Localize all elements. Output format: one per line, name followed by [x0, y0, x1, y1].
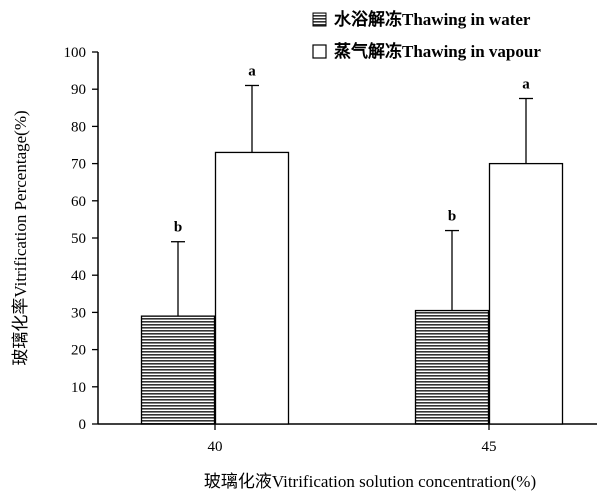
x-tick-label: 40 [208, 439, 223, 455]
error-bars [171, 84, 533, 317]
y-tick-label: 60 [71, 194, 86, 210]
x-ticks: 40 45 [208, 424, 497, 455]
bar [140, 315, 216, 425]
x-axis-title: 玻璃化液Vitrification solution concentration… [204, 472, 536, 491]
y-tick-label: 20 [71, 343, 86, 359]
y-tick-label: 100 [64, 45, 87, 61]
legend: 水浴解冻Thawing in water 蒸气解冻Thawing in vapo… [312, 9, 541, 61]
significance-labels: b a b a [174, 63, 530, 235]
significance-label: a [248, 63, 256, 79]
y-axis-title: 玻璃化率Vitrification Percentage(%) [11, 110, 30, 365]
legend-swatch-vapour [312, 44, 327, 59]
significance-label: b [448, 209, 456, 225]
y-tick-label: 0 [79, 417, 87, 433]
y-tick-label: 50 [71, 231, 86, 247]
bars [140, 151, 564, 425]
legend-swatch-water [312, 12, 327, 27]
y-tick-label: 40 [71, 268, 86, 284]
significance-label: b [174, 220, 182, 236]
x-tick-label: 45 [482, 439, 497, 455]
significance-label: a [522, 77, 530, 93]
legend-label-water: 水浴解冻Thawing in water [334, 9, 531, 29]
y-tick-label: 10 [71, 380, 86, 396]
y-ticks: 0 10 20 30 40 50 60 70 80 90 100 [64, 45, 98, 433]
bar [214, 151, 290, 425]
bar [414, 309, 490, 425]
y-tick-label: 30 [71, 305, 86, 321]
y-tick-label: 70 [71, 157, 86, 173]
bar [488, 162, 564, 425]
y-tick-label: 90 [71, 82, 86, 98]
y-tick-label: 80 [71, 119, 86, 135]
legend-label-vapour: 蒸气解冻Thawing in vapour [334, 41, 541, 61]
